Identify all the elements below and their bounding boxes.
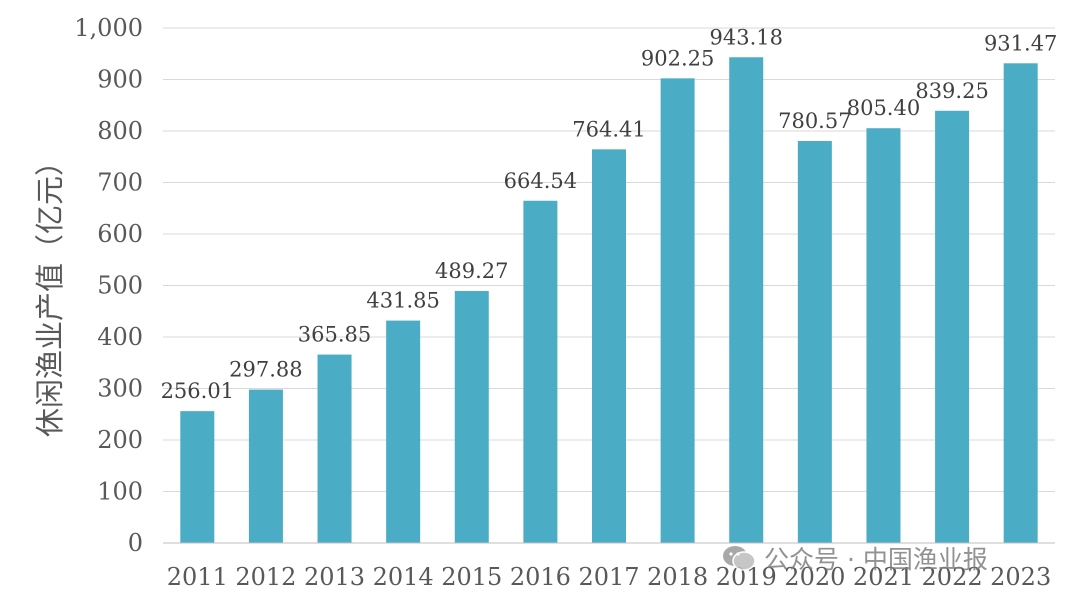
x-tick-label: 2016 bbox=[510, 563, 571, 591]
bar-2018 bbox=[660, 78, 695, 543]
bar-2023 bbox=[1003, 63, 1038, 544]
data-label-2021: 805.40 bbox=[847, 96, 920, 120]
bar-2017 bbox=[592, 149, 626, 543]
y-tick-label: 700 bbox=[97, 169, 143, 197]
y-tick-label: 600 bbox=[97, 220, 143, 248]
y-tick-label: 0 bbox=[128, 529, 143, 557]
bar-2020 bbox=[797, 141, 832, 543]
y-axis-label: 休闲渔业产值（亿元） bbox=[33, 147, 67, 437]
data-label-2023: 931.47 bbox=[984, 31, 1057, 55]
bar-2019 bbox=[729, 57, 764, 543]
data-label-2019: 943.18 bbox=[709, 25, 782, 49]
y-tick-label: 900 bbox=[97, 66, 143, 94]
bar-2014 bbox=[386, 320, 421, 543]
bar-2012 bbox=[248, 389, 283, 543]
x-tick-label: 2018 bbox=[647, 563, 708, 591]
x-tick-label: 2023 bbox=[990, 563, 1051, 591]
x-tick-label: 2015 bbox=[441, 563, 502, 591]
bar-2022 bbox=[935, 110, 970, 543]
x-tick-label: 2020 bbox=[784, 563, 845, 591]
y-tick-label: 400 bbox=[97, 323, 143, 351]
bar-2013 bbox=[317, 354, 352, 543]
data-label-2022: 839.25 bbox=[915, 79, 988, 103]
x-tick-label: 2021 bbox=[853, 563, 914, 591]
x-axis-ticks: 2011 2012 2013 2014 2015 2016 2017 2018 2019 2020… bbox=[167, 563, 1051, 591]
x-tick-label: 2014 bbox=[373, 563, 434, 591]
x-tick-label: 2012 bbox=[235, 563, 296, 591]
bars bbox=[180, 57, 1038, 544]
y-tick-label: 100 bbox=[97, 478, 143, 506]
y-tick-label: 1,000 bbox=[74, 14, 143, 42]
bar-2016 bbox=[523, 200, 558, 543]
data-label-2012: 297.88 bbox=[229, 358, 302, 382]
y-axis-ticks: 0 100 200 300 400 500 600 700 800 900 1,000 bbox=[74, 14, 143, 557]
y-tick-label: 800 bbox=[97, 117, 143, 145]
x-tick-label: 2022 bbox=[922, 563, 983, 591]
watermark: 公众号 · 中国渔业报 bbox=[722, 540, 988, 576]
y-tick-label: 200 bbox=[97, 426, 143, 454]
bar-2021 bbox=[866, 128, 901, 543]
y-tick-label: 300 bbox=[97, 375, 143, 403]
y-tick-label: 500 bbox=[97, 272, 143, 300]
data-label-2018: 902.25 bbox=[641, 46, 714, 70]
data-label-2020: 780.57 bbox=[778, 109, 851, 133]
watermark-text: 公众号 · 中国渔业报 bbox=[764, 545, 988, 574]
bar-2015 bbox=[454, 291, 489, 543]
data-label-2016: 664.54 bbox=[504, 169, 577, 193]
x-tick-label: 2017 bbox=[578, 563, 639, 591]
bar-2011 bbox=[180, 411, 215, 543]
x-tick-label: 2011 bbox=[167, 563, 228, 591]
x-tick-label: 2013 bbox=[304, 563, 365, 591]
wechat-icon bbox=[723, 546, 756, 571]
data-label-2013: 365.85 bbox=[298, 323, 371, 347]
data-label-2015: 489.27 bbox=[435, 259, 508, 283]
data-label-2017: 764.41 bbox=[572, 117, 645, 141]
data-label-2014: 431.85 bbox=[366, 289, 439, 313]
data-label-2011: 256.01 bbox=[161, 379, 234, 403]
